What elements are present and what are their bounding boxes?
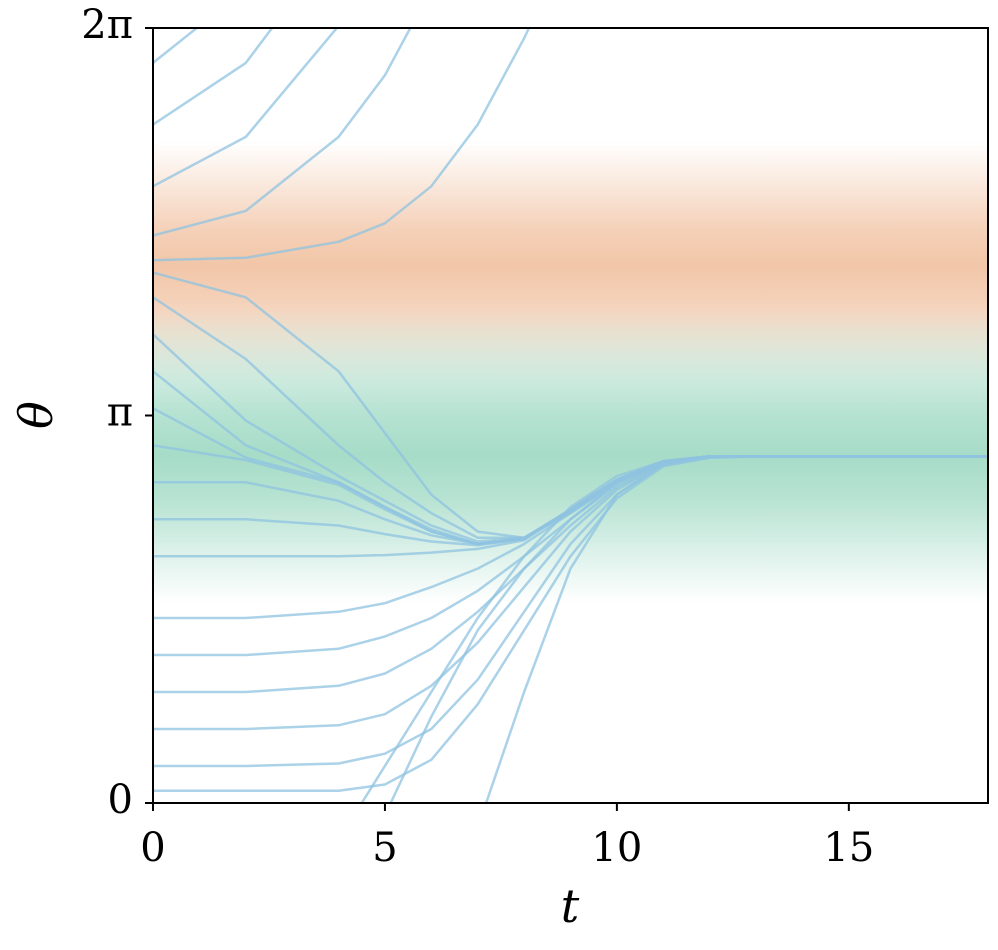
trajectory (153, 28, 274, 126)
x-tick-label: 10 (591, 825, 642, 871)
y-tick-label: π (107, 390, 133, 436)
y-tick-label: 0 (108, 777, 133, 823)
x-axis-label: t (561, 879, 580, 933)
y-tick-label: 2π (81, 2, 133, 48)
x-tick-label: 15 (823, 825, 874, 871)
trajectory (153, 455, 988, 792)
trajectory (153, 28, 531, 262)
bands (153, 141, 988, 604)
trajectory (153, 28, 339, 188)
y-axis-label: θ (9, 401, 63, 429)
lines (153, 28, 988, 803)
x-tick-label: 0 (140, 825, 165, 871)
trajectory (153, 28, 412, 237)
trajectory (153, 28, 199, 64)
x-tick-label: 5 (372, 825, 397, 871)
